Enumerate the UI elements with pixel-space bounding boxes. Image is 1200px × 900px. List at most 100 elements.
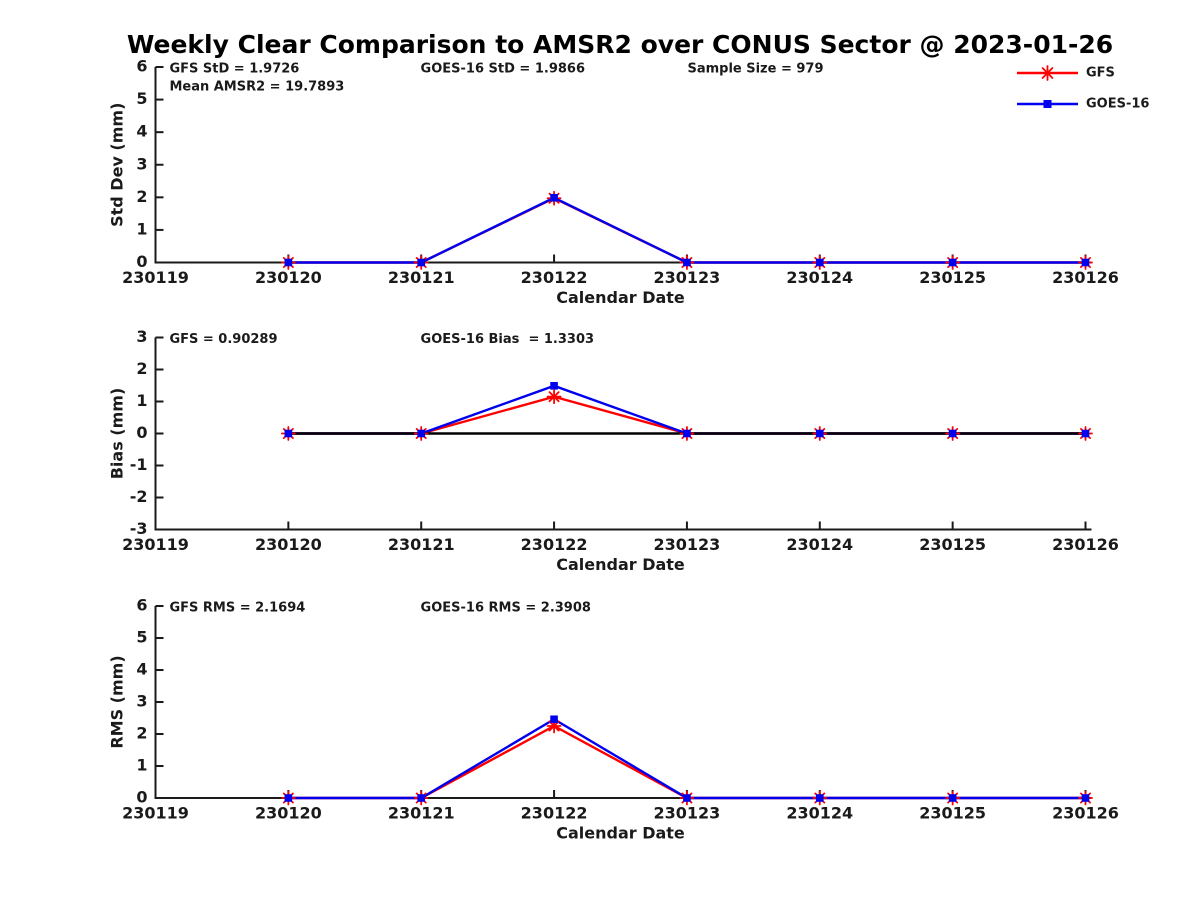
marker-square bbox=[417, 429, 426, 438]
x-tick-label: 230122 bbox=[521, 268, 588, 287]
y-tick-label: 6 bbox=[136, 57, 147, 76]
y-tick-label: 1 bbox=[136, 219, 147, 238]
legend-label: GFS bbox=[1086, 66, 1115, 81]
marker-square bbox=[948, 429, 957, 438]
x-tick-label: 230121 bbox=[388, 804, 455, 823]
y-tick-label: -3 bbox=[130, 519, 148, 538]
y-tick-label: 4 bbox=[136, 122, 147, 141]
x-tick-label: 230120 bbox=[255, 535, 322, 554]
legend: GFS GOES-16 bbox=[1017, 65, 1149, 112]
x-tick-label: 230121 bbox=[388, 268, 455, 287]
legend-label: GOES-16 bbox=[1086, 97, 1149, 112]
annotation: GFS RMS = 2.1694 bbox=[169, 601, 305, 616]
x-tick-label: 230120 bbox=[255, 268, 322, 287]
x-tick-label: 230126 bbox=[1052, 535, 1119, 554]
x-tick-label: 230122 bbox=[521, 535, 588, 554]
x-tick-label: 230125 bbox=[919, 804, 986, 823]
y-tick-label: 2 bbox=[136, 187, 147, 206]
y-tick-label: 2 bbox=[136, 359, 147, 378]
series-line-goes-16 bbox=[288, 717, 1086, 800]
y-axis-label: RMS (mm) bbox=[108, 655, 127, 748]
y-tick-label: 1 bbox=[136, 391, 147, 410]
y-tick-label: 5 bbox=[136, 89, 147, 108]
marker-square bbox=[550, 715, 558, 724]
legend-entry-gfs: GFS bbox=[1017, 65, 1115, 81]
x-tick-label: 230123 bbox=[654, 804, 721, 823]
subplot-bias: -3 -2 -1 0 1 2 3 230119 230120 230121 230122 230123… bbox=[108, 327, 1119, 574]
series-line-goes-16 bbox=[288, 196, 1086, 264]
marker-square bbox=[948, 258, 957, 267]
marker-square bbox=[417, 794, 426, 802]
y-tick-label: 5 bbox=[136, 628, 147, 647]
annotation: Mean AMSR2 = 19.7893 bbox=[169, 80, 344, 95]
y-axis-label: Std Dev (mm) bbox=[108, 103, 127, 227]
figure-title: Weekly Clear Comparison to AMSR2 over CO… bbox=[126, 30, 1114, 59]
y-tick-label: 3 bbox=[136, 327, 147, 346]
marker-square bbox=[683, 429, 691, 438]
x-tick-label: 230124 bbox=[786, 804, 853, 823]
annotation: GFS StD = 1.9726 bbox=[169, 62, 299, 77]
marker-square bbox=[550, 193, 558, 202]
x-tick-label: 230119 bbox=[122, 535, 189, 554]
x-tick-label: 230121 bbox=[388, 535, 455, 554]
x-tick-label: 230125 bbox=[919, 268, 986, 287]
marker-square bbox=[284, 794, 293, 802]
y-tick-label: 0 bbox=[136, 788, 147, 807]
marker-square bbox=[1081, 429, 1090, 438]
x-tick-label: 230126 bbox=[1052, 804, 1119, 823]
y-tick-label: 0 bbox=[136, 252, 147, 271]
marker-square bbox=[815, 794, 824, 802]
y-tick-label: 1 bbox=[136, 756, 147, 775]
annotation: GFS = 0.90289 bbox=[169, 332, 277, 347]
marker-square bbox=[815, 258, 824, 267]
marker-square bbox=[815, 429, 824, 438]
x-tick-label: 230124 bbox=[786, 535, 853, 554]
y-tick-label: 2 bbox=[136, 724, 147, 743]
y-tick-label: -2 bbox=[130, 487, 148, 506]
y-tick-label: 0 bbox=[136, 423, 147, 442]
annotation: GOES-16 StD = 1.9866 bbox=[421, 62, 585, 77]
x-tick-label: 230126 bbox=[1052, 268, 1119, 287]
annotation: GOES-16 RMS = 2.3908 bbox=[421, 601, 591, 616]
annotation: GOES-16 Bias = 1.3303 bbox=[421, 332, 595, 347]
x-axis-label: Calendar Date bbox=[556, 824, 685, 843]
x-axis-label: Calendar Date bbox=[556, 288, 685, 307]
y-axis-label: Bias (mm) bbox=[108, 388, 127, 480]
marker-square bbox=[550, 382, 558, 390]
x-tick-label: 230123 bbox=[654, 535, 721, 554]
y-tick-label: -1 bbox=[130, 455, 148, 474]
marker-square bbox=[948, 794, 957, 802]
x-tick-label: 230124 bbox=[786, 268, 853, 287]
x-tick-label: 230119 bbox=[122, 804, 189, 823]
marker-asterisk bbox=[546, 389, 562, 405]
marker-square bbox=[284, 429, 293, 438]
marker-asterisk-stroke bbox=[1041, 67, 1054, 79]
x-tick-label: 230123 bbox=[654, 268, 721, 287]
marker-asterisk-stroke bbox=[548, 391, 560, 403]
marker-square bbox=[1081, 258, 1090, 267]
marker-square bbox=[284, 258, 293, 267]
x-tick-label: 230125 bbox=[919, 535, 986, 554]
marker-square bbox=[683, 258, 691, 267]
subplot-std-dev: 0 1 2 3 4 5 6 230119 230120 230121 230122 230123 230… bbox=[108, 57, 1119, 308]
x-axis-label: Calendar Date bbox=[556, 555, 685, 574]
y-tick-label: 3 bbox=[136, 154, 147, 173]
legend-entry-goes-16: GOES-16 bbox=[1017, 97, 1149, 112]
series-line-gfs bbox=[288, 196, 1086, 264]
marker-square bbox=[683, 794, 691, 802]
marker-square bbox=[1043, 100, 1052, 108]
series-line-gfs bbox=[288, 724, 1086, 800]
marker-square bbox=[1081, 794, 1090, 802]
y-tick-label: 4 bbox=[136, 660, 147, 679]
marker-square bbox=[417, 258, 426, 267]
x-tick-label: 230122 bbox=[521, 804, 588, 823]
marker-asterisk bbox=[1039, 65, 1056, 81]
subplot-rms: 0 1 2 3 4 5 6 230119 230120 230121 230122 230123 230… bbox=[108, 596, 1119, 843]
x-tick-label: 230119 bbox=[122, 268, 189, 287]
y-tick-label: 3 bbox=[136, 692, 147, 711]
x-tick-label: 230120 bbox=[255, 804, 322, 823]
annotation: Sample Size = 979 bbox=[687, 62, 823, 77]
y-tick-label: 6 bbox=[136, 596, 147, 615]
